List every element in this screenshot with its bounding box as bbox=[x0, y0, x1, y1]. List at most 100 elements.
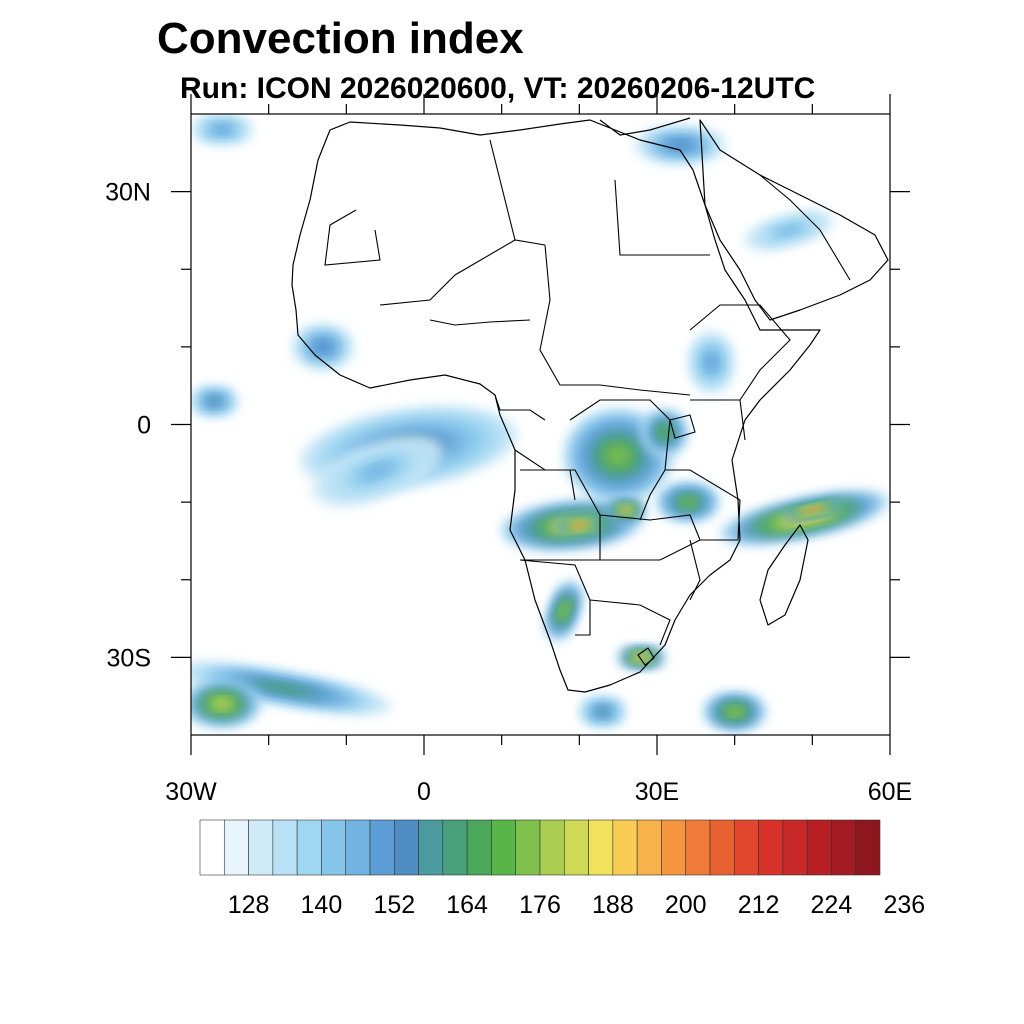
colorbar-swatch bbox=[733, 819, 759, 876]
map-frame bbox=[190, 113, 891, 736]
border-mali bbox=[379, 239, 546, 306]
border-sahara-west bbox=[324, 209, 381, 266]
madagascar-coastline bbox=[759, 524, 809, 626]
convection-contour bbox=[214, 125, 230, 134]
colorbar-label: 176 bbox=[519, 891, 561, 919]
convection-area-red-sea-arabia bbox=[743, 211, 835, 250]
colorbar-swatch bbox=[491, 819, 517, 876]
convection-area-tanzania bbox=[657, 482, 720, 522]
lon-tick-label: 30E bbox=[635, 778, 679, 806]
colorbar-swatch bbox=[466, 819, 492, 876]
border-tanzania bbox=[665, 469, 741, 541]
border-niger-nigeria bbox=[429, 319, 531, 326]
colorbar-label: 212 bbox=[738, 891, 780, 919]
coastlines bbox=[291, 117, 889, 693]
colorbar-swatch bbox=[661, 819, 687, 876]
convection-contour bbox=[259, 682, 309, 695]
convection-area-eastern-med bbox=[633, 125, 727, 165]
chart-subtitle: Run: ICON 2026020600, VT: 20260206-12UTC bbox=[180, 72, 816, 105]
colorbar-swatch bbox=[418, 819, 444, 876]
colorbar-swatch bbox=[636, 819, 662, 876]
colorbar-swatch bbox=[296, 819, 322, 876]
lake-victoria bbox=[669, 414, 696, 439]
convection-area-south-atlantic-west bbox=[191, 680, 261, 728]
colorbar-swatch bbox=[321, 819, 347, 876]
colorbar-swatch bbox=[685, 819, 711, 876]
colorbar-swatch bbox=[199, 819, 225, 876]
colorbar bbox=[199, 819, 881, 876]
colorbar-label: 164 bbox=[446, 891, 488, 919]
convection-contour bbox=[706, 355, 717, 370]
colorbar-swatch bbox=[369, 819, 395, 876]
colorbar-swatch bbox=[831, 819, 857, 876]
colorbar-swatch bbox=[515, 819, 541, 876]
convection-area-ethiopia bbox=[688, 331, 735, 394]
convection-contour bbox=[208, 397, 220, 405]
border-mozambique bbox=[689, 539, 701, 601]
convection-contour bbox=[669, 140, 692, 150]
lat-tick-label: 30N bbox=[105, 179, 151, 207]
convection-area-atlantic-equatorial-west bbox=[191, 385, 238, 417]
border-cameroon bbox=[494, 394, 546, 421]
border-chad-sudan bbox=[539, 244, 691, 396]
convection-contour bbox=[213, 698, 232, 710]
convection-contour bbox=[659, 426, 671, 438]
convection-area-mozambique-channel-core bbox=[781, 499, 843, 520]
europe-coastline bbox=[599, 117, 691, 136]
convection-contour bbox=[680, 497, 696, 507]
border-botswana-sa bbox=[589, 599, 671, 646]
colorbar-label: 140 bbox=[301, 891, 343, 919]
chart-title: Convection index bbox=[157, 14, 524, 63]
convection-area-agulhas-east bbox=[703, 692, 766, 732]
lon-tick-label: 60E bbox=[868, 778, 912, 806]
colorbar-swatch bbox=[223, 819, 249, 876]
colorbar-swatch bbox=[563, 819, 589, 876]
lon-tick-label: 30W bbox=[165, 778, 217, 806]
colorbar-label: 152 bbox=[373, 891, 415, 919]
colorbar-labels: 128 140 152 164 176 188 200 212 224 236 bbox=[228, 891, 925, 919]
convection-contour bbox=[573, 523, 585, 528]
lat-tick-label: 0 bbox=[137, 412, 151, 440]
border-algeria-libya bbox=[489, 139, 516, 241]
convection-area-atlantic-tongue bbox=[311, 436, 444, 507]
axis-ticks bbox=[171, 94, 910, 755]
convection-contour bbox=[778, 225, 800, 235]
border-arabia bbox=[759, 174, 851, 281]
convection-area-namibia-south-africa bbox=[545, 581, 582, 641]
convection-area-west-african-coast bbox=[291, 323, 355, 371]
convection-contour bbox=[559, 603, 568, 618]
convection-area-atlantic-north-west bbox=[191, 114, 254, 145]
colorbar-swatch bbox=[806, 819, 832, 876]
colorbar-swatch bbox=[855, 819, 881, 876]
border-libya-egypt bbox=[614, 179, 710, 256]
convection-area-angola-core bbox=[606, 498, 646, 522]
axis-tick-labels: 30N 0 30S 30W 0 30E 60E bbox=[105, 179, 912, 806]
convection-contour bbox=[805, 507, 820, 513]
convection-contour bbox=[315, 341, 331, 353]
convection-contour bbox=[362, 463, 393, 480]
colorbar-label: 236 bbox=[883, 891, 925, 919]
convection-area-great-lakes bbox=[641, 409, 689, 456]
colorbar-swatch bbox=[758, 819, 784, 876]
convection-contour bbox=[621, 507, 631, 513]
colorbar-label: 200 bbox=[665, 891, 707, 919]
convection-area-south-atlantic-front bbox=[191, 663, 392, 714]
colorbar-label: 224 bbox=[811, 891, 853, 919]
colorbar-swatch bbox=[588, 819, 614, 876]
lon-tick-label: 0 bbox=[417, 778, 431, 806]
border-kenya bbox=[690, 399, 746, 441]
convection-area-zambia-core bbox=[556, 515, 603, 536]
colorbar-swatch bbox=[345, 819, 371, 876]
country-borders bbox=[324, 139, 851, 666]
convection-contour bbox=[597, 708, 608, 716]
lat-tick-label: 30S bbox=[107, 644, 151, 672]
colorbar-swatch bbox=[248, 819, 274, 876]
colorbar-swatch bbox=[612, 819, 638, 876]
border-ethiopia bbox=[689, 304, 791, 401]
africa-coastline bbox=[291, 119, 821, 693]
colorbar-swatch bbox=[539, 819, 565, 876]
convection-area-lesotho-area bbox=[618, 645, 665, 670]
colorbar-swatch bbox=[782, 819, 808, 876]
convection-field bbox=[191, 114, 889, 732]
